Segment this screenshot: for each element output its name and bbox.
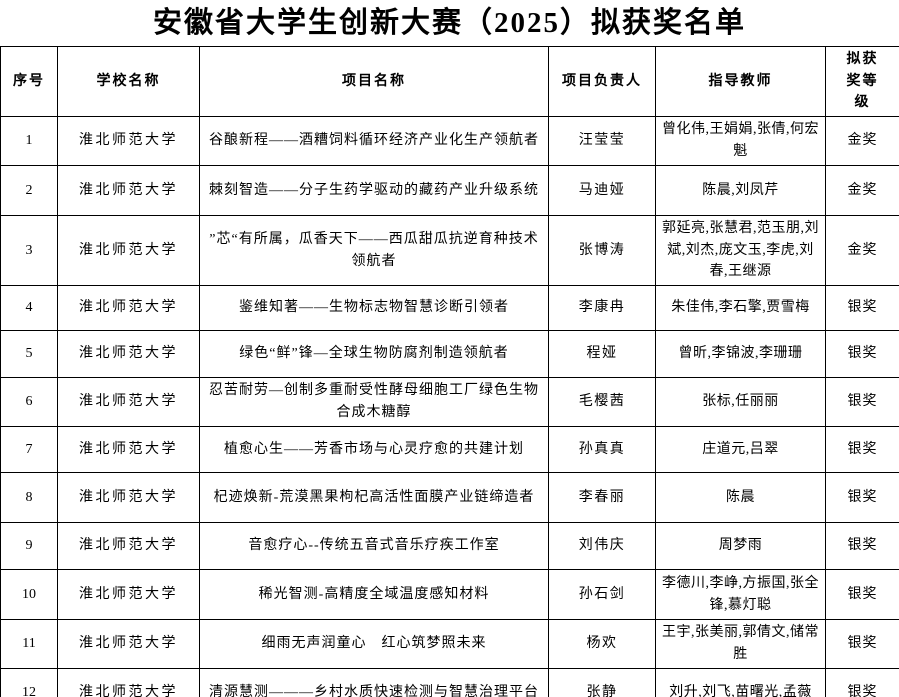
col-header-award: 拟获奖等级 <box>825 45 899 118</box>
header-row: 序号 学校名称 项目名称 项目负责人 指导教师 拟获奖等级 <box>0 45 899 118</box>
table-row: 1 淮北师范大学 谷酿新程——酒糟饲料循环经济产业化生产领航者 汪莹莹 曾化伟,… <box>0 116 899 167</box>
cell-teachers: 陈晨,刘凤芹 <box>655 165 826 217</box>
cell-project: 谷酿新程——酒糟饲料循环经济产业化生产领航者 <box>199 116 549 167</box>
cell-project: 鉴维知著——生物标志物智慧诊断引领者 <box>199 285 549 332</box>
cell-award: 银奖 <box>825 426 899 474</box>
cell-teachers: 朱佳伟,李石擎,贾雪梅 <box>655 285 826 332</box>
col-header-school: 学校名称 <box>57 45 200 118</box>
cell-project: ”芯“有所属，瓜香天下——西瓜甜瓜抗逆育种技术领航者 <box>199 215 549 287</box>
cell-teachers: 郭延亮,张慧君,范玉朋,刘斌,刘杰,庞文玉,李虎,刘春,王继源 <box>655 215 826 287</box>
cell-leader: 汪莹莹 <box>548 116 656 167</box>
cell-leader: 张静 <box>548 667 656 697</box>
cell-no: 8 <box>0 472 58 524</box>
cell-project: 清源慧测———乡村水质快速检测与智慧治理平台 <box>199 667 549 697</box>
cell-teachers: 王宇,张美丽,郭倩文,储常胜 <box>655 619 826 669</box>
cell-project: 稀光智测-高精度全域温度感知材料 <box>199 569 549 621</box>
table-row: 4 淮北师范大学 鉴维知著——生物标志物智慧诊断引领者 李康冉 朱佳伟,李石擎,… <box>0 285 899 332</box>
cell-school: 淮北师范大学 <box>57 522 200 571</box>
cell-school: 淮北师范大学 <box>57 165 200 217</box>
col-header-award-text: 拟获奖等级 <box>846 52 879 111</box>
cell-award: 银奖 <box>825 619 899 669</box>
table-row: 2 淮北师范大学 棘刻智造——分子生药学驱动的藏药产业升级系统 马迪娅 陈晨,刘… <box>0 165 899 217</box>
cell-school: 淮北师范大学 <box>57 619 200 669</box>
cell-leader: 张博涛 <box>548 215 656 287</box>
cell-school: 淮北师范大学 <box>57 116 200 167</box>
cell-teachers: 庄道元,吕翠 <box>655 426 826 474</box>
cell-award: 金奖 <box>825 116 899 167</box>
cell-teachers: 张标,任丽丽 <box>655 377 826 428</box>
cell-school: 淮北师范大学 <box>57 426 200 474</box>
cell-teachers: 陈晨 <box>655 472 826 524</box>
cell-leader: 李康冉 <box>548 285 656 332</box>
cell-school: 淮北师范大学 <box>57 330 200 379</box>
cell-project: 音愈疗心--传统五音式音乐疗疾工作室 <box>199 522 549 571</box>
cell-award: 银奖 <box>825 569 899 621</box>
table-row: 11 淮北师范大学 细雨无声润童心 红心筑梦照未来 杨欢 王宇,张美丽,郭倩文,… <box>0 619 899 669</box>
table-row: 8 淮北师范大学 杞迹焕新-荒漠黑果枸杞高活性面膜产业链缔造者 李春丽 陈晨 银… <box>0 472 899 524</box>
cell-no: 6 <box>0 377 58 428</box>
col-header-no: 序号 <box>0 45 58 118</box>
cell-school: 淮北师范大学 <box>57 667 200 697</box>
cell-award: 银奖 <box>825 330 899 379</box>
cell-no: 2 <box>0 165 58 217</box>
cell-no: 3 <box>0 215 58 287</box>
cell-award: 金奖 <box>825 165 899 217</box>
table-row: 9 淮北师范大学 音愈疗心--传统五音式音乐疗疾工作室 刘伟庆 周梦雨 银奖 <box>0 522 899 571</box>
cell-school: 淮北师范大学 <box>57 472 200 524</box>
cell-leader: 毛樱茜 <box>548 377 656 428</box>
cell-no: 7 <box>0 426 58 474</box>
cell-project: 棘刻智造——分子生药学驱动的藏药产业升级系统 <box>199 165 549 217</box>
col-header-project: 项目名称 <box>199 45 549 118</box>
table-row: 7 淮北师范大学 植愈心生——芳香市场与心灵疗愈的共建计划 孙真真 庄道元,吕翠… <box>0 426 899 474</box>
cell-project: 忍苦耐劳—创制多重耐受性酵母细胞工厂绿色生物合成木糖醇 <box>199 377 549 428</box>
cell-award: 银奖 <box>825 472 899 524</box>
cell-teachers: 周梦雨 <box>655 522 826 571</box>
cell-leader: 马迪娅 <box>548 165 656 217</box>
cell-no: 10 <box>0 569 58 621</box>
cell-school: 淮北师范大学 <box>57 377 200 428</box>
cell-school: 淮北师范大学 <box>57 569 200 621</box>
cell-leader: 杨欢 <box>548 619 656 669</box>
cell-project: 植愈心生——芳香市场与心灵疗愈的共建计划 <box>199 426 549 474</box>
cell-project: 细雨无声润童心 红心筑梦照未来 <box>199 619 549 669</box>
cell-no: 11 <box>0 619 58 669</box>
cell-award: 银奖 <box>825 522 899 571</box>
table-row: 6 淮北师范大学 忍苦耐劳—创制多重耐受性酵母细胞工厂绿色生物合成木糖醇 毛樱茜… <box>0 377 899 428</box>
cell-leader: 孙石剑 <box>548 569 656 621</box>
table-row: 10 淮北师范大学 稀光智测-高精度全域温度感知材料 孙石剑 李德川,李峥,方振… <box>0 569 899 621</box>
cell-no: 5 <box>0 330 58 379</box>
cell-no: 4 <box>0 285 58 332</box>
cell-school: 淮北师范大学 <box>57 285 200 332</box>
col-header-leader: 项目负责人 <box>548 45 656 118</box>
col-header-teachers: 指导教师 <box>655 45 826 118</box>
cell-leader: 孙真真 <box>548 426 656 474</box>
table-body: 1 淮北师范大学 谷酿新程——酒糟饲料循环经济产业化生产领航者 汪莹莹 曾化伟,… <box>0 116 899 697</box>
table-row: 5 淮北师范大学 绿色“鲜”锋—全球生物防腐剂制造领航者 程娅 曾昕,李锦波,李… <box>0 330 899 379</box>
cell-leader: 李春丽 <box>548 472 656 524</box>
page-title: 安徽省大学生创新大赛（2025）拟获奖名单 <box>152 7 746 39</box>
cell-teachers: 曾昕,李锦波,李珊珊 <box>655 330 826 379</box>
cell-teachers: 曾化伟,王娟娟,张倩,何宏魁 <box>655 116 826 167</box>
award-table: 序号 学校名称 项目名称 项目负责人 指导教师 拟获奖等级 1 淮北师范大学 谷… <box>0 45 899 697</box>
cell-leader: 程娅 <box>548 330 656 379</box>
cell-teachers: 刘升,刘飞,苗曙光,孟薇 <box>655 667 826 697</box>
cell-no: 1 <box>0 116 58 167</box>
cell-project: 绿色“鲜”锋—全球生物防腐剂制造领航者 <box>199 330 549 379</box>
table-row: 3 淮北师范大学 ”芯“有所属，瓜香天下——西瓜甜瓜抗逆育种技术领航者 张博涛 … <box>0 215 899 287</box>
cell-teachers: 李德川,李峥,方振国,张全锋,慕灯聪 <box>655 569 826 621</box>
cell-project: 杞迹焕新-荒漠黑果枸杞高活性面膜产业链缔造者 <box>199 472 549 524</box>
cell-no: 9 <box>0 522 58 571</box>
cell-school: 淮北师范大学 <box>57 215 200 287</box>
table-row: 12 淮北师范大学 清源慧测———乡村水质快速检测与智慧治理平台 张静 刘升,刘… <box>0 667 899 697</box>
cell-award: 银奖 <box>825 285 899 332</box>
cell-award: 银奖 <box>825 667 899 697</box>
cell-leader: 刘伟庆 <box>548 522 656 571</box>
cell-award: 银奖 <box>825 377 899 428</box>
cell-award: 金奖 <box>825 215 899 287</box>
cell-no: 12 <box>0 667 58 697</box>
